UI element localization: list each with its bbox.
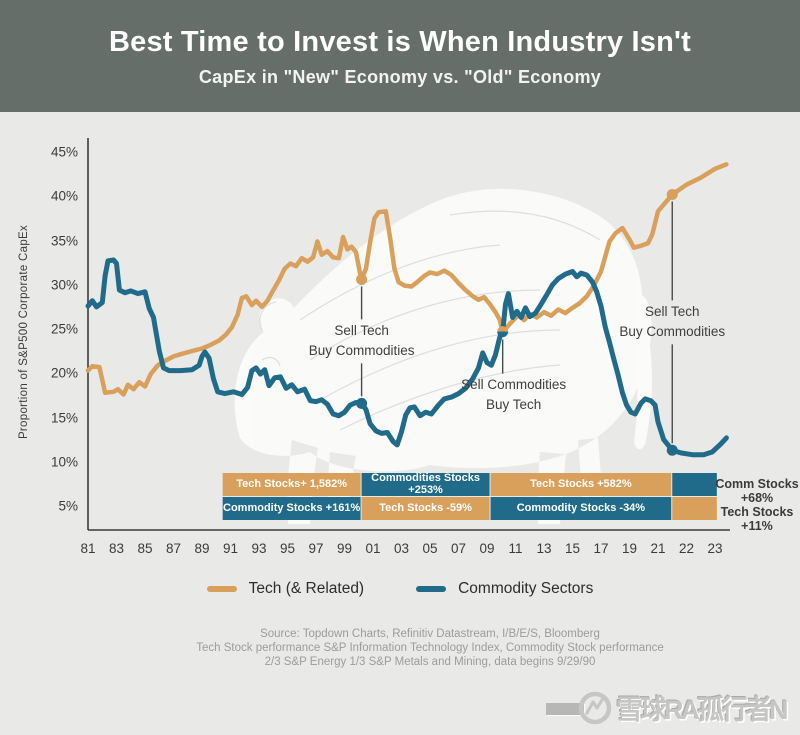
legend-item-commodity: Commodity Sectors (416, 580, 593, 598)
y-tick-40: 40% (50, 188, 78, 204)
x-tick-85: 85 (137, 541, 153, 556)
series-lines (85, 162, 729, 458)
band-cell (222, 497, 361, 520)
x-tick-81: 81 (80, 541, 96, 556)
x-tick-09: 09 (479, 541, 495, 556)
band-cell (222, 473, 361, 496)
x-tick-22: 22 (678, 541, 695, 556)
band-cell-label: Tech Stocks +582% (530, 477, 632, 490)
band-cell (672, 473, 717, 496)
band-cell-label: Commodity Stocks -34% (516, 501, 646, 514)
axes (87, 138, 730, 531)
y-tick-10: 10% (50, 454, 78, 470)
band-cell (490, 497, 672, 520)
series-line-tech (85, 162, 729, 397)
x-tick-83: 83 (108, 541, 125, 556)
x-tick-05: 05 (422, 541, 438, 556)
tech-line-swatch (206, 586, 237, 592)
x-tick-17: 17 (593, 541, 609, 556)
annotation-sell-tech-2000: Sell Tech Buy Commodities (308, 323, 415, 359)
x-tick-87: 87 (165, 541, 182, 556)
y-tick-5: 5% (58, 498, 78, 514)
site-watermark: 雪球RA孤行者N (546, 688, 800, 730)
annotation-dot-half-bottom (497, 331, 509, 338)
x-tick-03: 03 (393, 541, 410, 556)
x-tick-21: 21 (650, 541, 666, 556)
y-tick-25: 25% (50, 321, 78, 337)
band-cell-label: Commodities Stocks +253% (371, 472, 480, 496)
y-tick-35: 35% (50, 233, 78, 248)
x-tick-89: 89 (194, 541, 210, 556)
band-cell (672, 497, 717, 520)
y-tick-15: 15% (50, 410, 78, 425)
legend-item-tech: Tech (& Related) (206, 580, 364, 598)
x-tick-97: 97 (308, 541, 324, 556)
x-tick-23: 23 (707, 541, 723, 556)
commodity-line-swatch (416, 586, 447, 592)
y-tick-20: 20% (50, 365, 78, 381)
annotation-dot-bottom (356, 397, 368, 409)
band-cell (361, 497, 490, 520)
performance-bands (222, 473, 717, 520)
legend: Tech (& Related) Commodity Sectors (0, 580, 800, 598)
x-tick-19: 19 (621, 541, 638, 556)
annotation-dot-top (666, 188, 678, 200)
x-tick-15: 15 (564, 541, 581, 556)
annotation-dot-half-top (497, 326, 509, 332)
x-tick-95: 95 (279, 541, 296, 556)
y-tick-30: 30% (50, 277, 78, 293)
annotation-sell-tech-2021: Sell Tech Buy Commodities (619, 304, 726, 340)
x-tick-13: 13 (536, 541, 552, 556)
annotation-markers (356, 188, 678, 456)
band-cell (490, 473, 672, 496)
watermark-text: 雪球RA孤行者N (616, 695, 788, 725)
series-line-commodity (85, 257, 729, 458)
x-tick-93: 93 (251, 541, 267, 556)
band-cell (361, 473, 490, 496)
band-cell-label: Commodity Stocks +161% (223, 501, 361, 514)
page-subtitle: CapEx in "New" Economy vs. "Old" Economy (198, 67, 602, 87)
y-tick-45: 45% (50, 144, 78, 160)
annotation-dot-top (356, 273, 368, 285)
side-label-comm-stocks: Comm Stocks +68% (715, 477, 799, 505)
annotation-sell-commodities-2009: Sell Commodities Buy Tech (461, 376, 567, 412)
header-banner: Best Time to Invest is When Industry Isn… (0, 0, 800, 112)
page-title: Best Time to Invest is When Industry Isn… (109, 26, 691, 58)
x-tick-01: 01 (365, 541, 381, 556)
band-cell-label: Tech Stocks+ 1,582% (236, 477, 348, 490)
xueqiu-logo-icon (578, 691, 612, 725)
x-tick-91: 91 (222, 541, 239, 556)
x-tick-99: 99 (336, 541, 353, 556)
watermark-bar (546, 703, 584, 715)
annotation-dot-bottom (666, 444, 678, 456)
x-tick-11: 11 (508, 541, 523, 556)
source-note: Source: Topdown Charts, Refinitiv Datast… (196, 628, 664, 668)
x-tick-07: 07 (450, 541, 467, 556)
side-label-tech-stocks: Tech Stocks +11% (720, 505, 794, 533)
band-cell-label: Tech Stocks -59% (379, 501, 472, 514)
